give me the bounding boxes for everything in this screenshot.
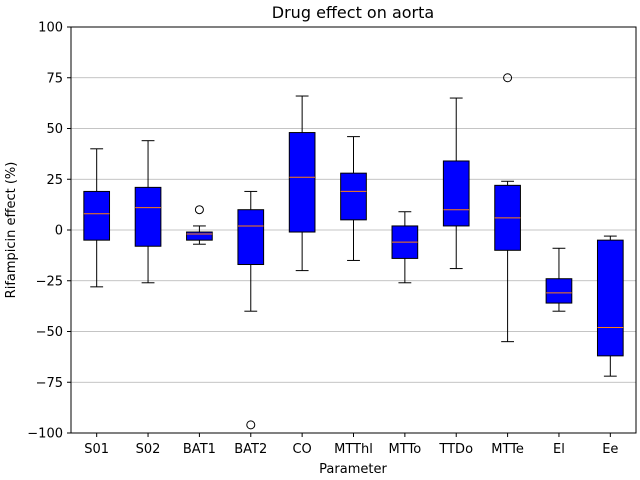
box-iqr (288, 132, 316, 233)
box-co (288, 95, 316, 272)
box-s02 (134, 140, 162, 284)
box-mtte (494, 73, 521, 343)
box-iqr (596, 239, 624, 357)
box-iqr (134, 186, 162, 247)
x-tick-label: CO (292, 442, 311, 457)
x-axis-label: Parameter (319, 462, 387, 477)
box-ttdo (442, 97, 470, 270)
x-tick-label: MTTe (491, 442, 524, 457)
x-tick-label: S02 (136, 442, 161, 457)
y-tick-label: −75 (36, 376, 63, 391)
box-mtthl (340, 136, 367, 261)
y-tick-label: 50 (46, 122, 63, 137)
box-iqr (83, 190, 111, 241)
y-tick-label: 75 (46, 71, 63, 86)
axes: −100 −75 −50 −25 0 25 50 75 100 S01 S02 BAT1 BAT2 CO M… (27, 21, 618, 458)
outlier-point (503, 73, 513, 83)
box-iqr (545, 278, 573, 304)
x-tick-label: Ee (602, 442, 618, 457)
y-tick-label: 0 (55, 224, 63, 239)
x-tick-label: BAT1 (183, 442, 216, 457)
x-tick-label: TTDo (438, 442, 473, 457)
y-tick-label: −50 (36, 325, 63, 340)
y-axis-label: Rifampicin effect (%) (4, 162, 19, 299)
y-tick-label: 25 (46, 173, 63, 188)
outlier-point (194, 205, 204, 215)
x-tick-label: BAT2 (234, 442, 267, 457)
box-iqr (340, 172, 367, 221)
box-bat2 (237, 190, 265, 430)
box-ee (596, 235, 624, 377)
x-tick-label: El (553, 442, 565, 457)
box-mtto (391, 211, 419, 284)
y-tick-label: −100 (27, 427, 63, 442)
box-s01 (83, 148, 111, 288)
box-bat1 (186, 205, 213, 245)
y-tick-label: −25 (36, 274, 63, 289)
x-tick-label: MTThl (334, 442, 373, 457)
box-series (83, 73, 624, 430)
box-iqr (442, 160, 470, 227)
y-tick-label: 100 (38, 21, 63, 36)
box-iqr (186, 231, 213, 241)
x-tick-label: S01 (84, 442, 109, 457)
x-tick-label: MTTo (389, 442, 422, 457)
box-el (545, 247, 573, 312)
chart-title: Drug effect on aorta (272, 3, 434, 22)
outlier-point (246, 420, 256, 430)
box-iqr (237, 209, 265, 266)
